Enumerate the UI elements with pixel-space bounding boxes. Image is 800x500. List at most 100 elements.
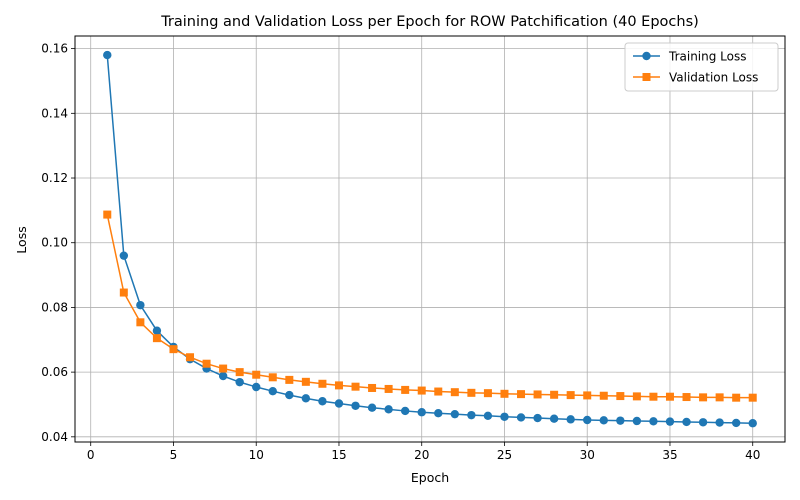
training-loss-point (367, 403, 377, 412)
validation-loss-point (351, 382, 360, 391)
validation-loss-point (334, 381, 343, 390)
series-lines (106, 55, 753, 424)
x-tick-label: 0 (87, 448, 95, 462)
validation-loss-point (103, 210, 112, 219)
validation-loss-point (517, 390, 526, 399)
validation-loss-point (434, 387, 443, 396)
training-loss-point (682, 417, 691, 427)
validation-loss-point (186, 353, 195, 362)
training-loss-point (467, 410, 476, 420)
training-loss-point (384, 405, 393, 414)
plot-frame (74, 35, 786, 443)
chart-title: Training and Validation Loss per Epoch f… (160, 14, 699, 30)
grid (75, 36, 785, 442)
y-tick-label: 0.12 (41, 171, 68, 185)
validation-loss-point (450, 388, 459, 397)
legend-validation-loss-marker (642, 73, 651, 81)
validation-loss-point (665, 392, 674, 401)
training-loss-point (549, 414, 559, 423)
series-markers (103, 50, 757, 428)
training-loss-line (106, 55, 753, 424)
y-axis-label: Loss (14, 226, 29, 253)
y-tick-label: 0.04 (41, 430, 68, 444)
legend-training-loss-label: Training Loss (668, 50, 746, 64)
validation-loss-point (616, 392, 625, 401)
x-tick-label: 20 (414, 448, 429, 462)
training-loss-point (400, 406, 410, 416)
training-loss-point (450, 409, 460, 419)
validation-loss-point (169, 345, 178, 354)
training-loss-point (748, 419, 757, 428)
training-loss-point (268, 387, 277, 396)
validation-loss-point (533, 390, 542, 399)
validation-loss-point (368, 383, 377, 392)
y-tick-label: 0.10 (41, 236, 68, 250)
validation-loss-point (252, 370, 261, 379)
training-loss-point (516, 413, 526, 422)
x-tick-label: 35 (662, 448, 677, 462)
training-loss-point (103, 50, 112, 60)
training-loss-point (136, 300, 145, 310)
x-axis-label: Epoch (411, 470, 449, 485)
training-loss-point (599, 416, 608, 425)
legend-validation-loss-label: Validation Loss (669, 71, 758, 85)
training-loss-point (731, 418, 741, 428)
training-loss-point (500, 412, 509, 421)
validation-loss-point (401, 385, 410, 394)
x-tick-label: 25 (497, 448, 512, 462)
training-loss-point (483, 411, 493, 420)
validation-loss-point (136, 318, 145, 327)
training-loss-point (417, 408, 426, 417)
validation-loss-line (106, 214, 753, 399)
validation-loss-point (268, 373, 277, 382)
validation-loss-point (417, 386, 426, 395)
training-loss-point (334, 399, 344, 408)
x-tick-label: 10 (249, 448, 264, 462)
training-loss-point (715, 418, 724, 427)
validation-loss-point (632, 392, 641, 401)
validation-loss-point (732, 393, 741, 402)
legend: Training Loss Validation Loss (624, 42, 779, 92)
validation-loss-point (318, 379, 327, 388)
training-loss-point (434, 409, 443, 418)
validation-loss-point (748, 393, 757, 402)
validation-loss-point (219, 364, 228, 373)
validation-loss-point (384, 384, 393, 393)
validation-loss-point (682, 393, 691, 402)
validation-loss-point (699, 393, 708, 402)
training-loss-point (649, 417, 658, 426)
validation-loss-point (715, 393, 724, 402)
validation-loss-point (152, 334, 161, 343)
validation-loss-point (119, 288, 128, 297)
training-loss-point (318, 397, 327, 406)
validation-loss-point (285, 375, 294, 384)
x-tick-label: 40 (745, 448, 760, 462)
training-loss-point (665, 417, 675, 426)
training-loss-point (351, 401, 360, 410)
training-loss-point (119, 251, 129, 260)
training-loss-point (218, 371, 228, 381)
training-loss-point (252, 382, 261, 392)
validation-loss-point (583, 391, 592, 400)
validation-loss-point (202, 359, 211, 368)
validation-loss-point (301, 377, 310, 386)
training-loss-point (235, 377, 244, 387)
y-axis-ticks: 0.04 0.06 0.08 0.10 0.12 0.14 0.16 (41, 42, 75, 444)
x-tick-label: 5 (170, 448, 178, 462)
training-loss-point (566, 415, 575, 424)
legend-box (624, 42, 779, 92)
y-tick-label: 0.06 (41, 365, 68, 379)
validation-loss-point (566, 391, 575, 400)
x-tick-label: 30 (580, 448, 595, 462)
training-loss-point (301, 394, 311, 403)
training-loss-point (152, 326, 162, 335)
training-loss-point (285, 390, 294, 400)
validation-loss-point (235, 368, 244, 377)
training-loss-point (583, 415, 592, 425)
training-loss-point (533, 413, 542, 423)
training-loss-point (632, 416, 642, 426)
y-tick-label: 0.16 (41, 42, 68, 56)
validation-loss-point (500, 389, 509, 398)
x-tick-label: 15 (331, 448, 346, 462)
